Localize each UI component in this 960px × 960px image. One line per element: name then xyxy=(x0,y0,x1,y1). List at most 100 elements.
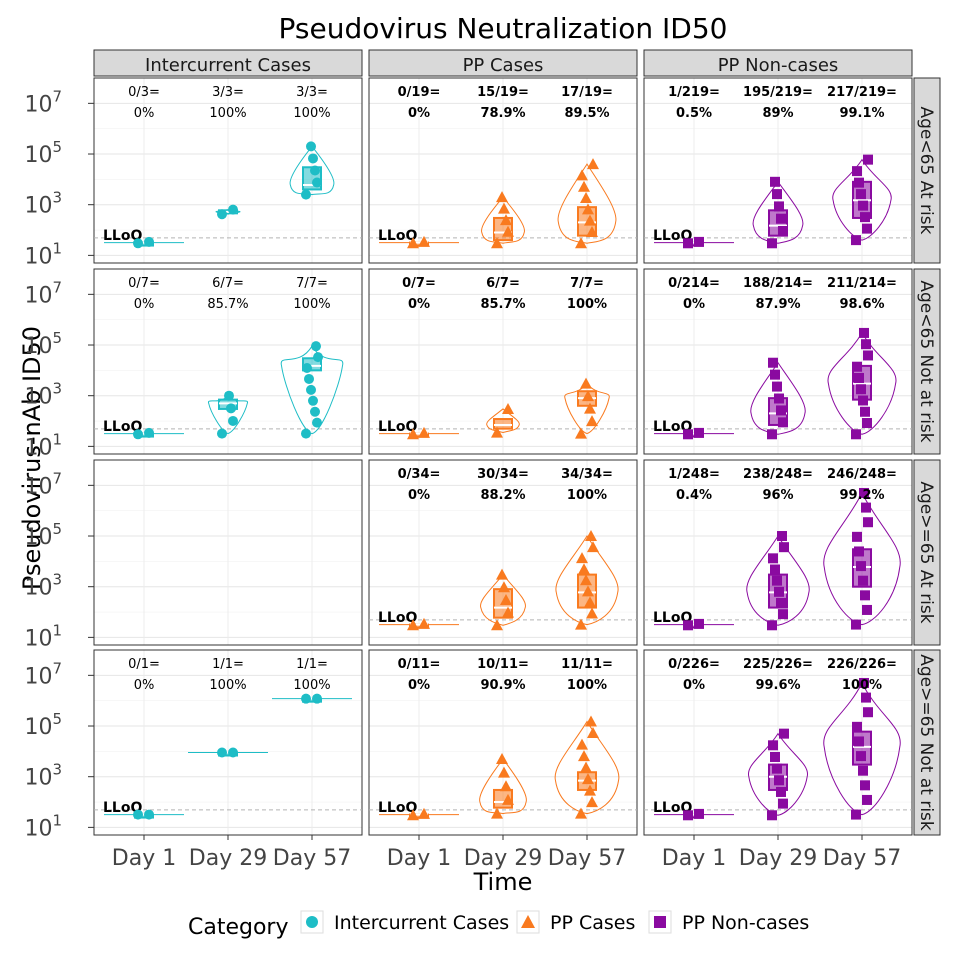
data-point xyxy=(491,807,503,819)
row-strip-label: Age<65 Not at risk xyxy=(916,280,936,442)
data-point xyxy=(144,427,154,438)
data-point xyxy=(578,180,590,192)
data-point xyxy=(496,191,508,203)
data-point xyxy=(776,597,786,608)
data-point xyxy=(767,620,777,631)
box xyxy=(493,418,513,430)
data-point xyxy=(856,751,866,762)
data-point xyxy=(311,341,321,352)
x-tick-label: Day 57 xyxy=(548,846,626,871)
y-tick-label: 103 xyxy=(24,189,62,219)
data-point xyxy=(861,339,871,350)
y-tick-label: 101 xyxy=(24,621,62,651)
data-point xyxy=(217,747,227,758)
violin-outline xyxy=(289,145,335,196)
x-tick-label: Day 57 xyxy=(273,846,351,871)
response-count: 1/1= xyxy=(212,657,244,672)
lloq-label: LLoQ xyxy=(378,419,417,435)
data-point xyxy=(854,372,864,383)
data-point xyxy=(582,203,594,215)
facet-panel: LLoQ 0/7= 0% 6/7= 85.7% 7/7= 100% xyxy=(93,268,363,455)
response-percent: 0% xyxy=(683,678,705,693)
response-percent: 99.2% xyxy=(839,488,884,503)
y-tick-label: 103 xyxy=(24,571,62,601)
data-point xyxy=(774,393,784,404)
data-point xyxy=(133,809,143,820)
y-axis-title: Pseudovirus-nAb ID50 xyxy=(18,326,46,590)
response-count: 3/3= xyxy=(296,85,328,100)
response-percent: 0% xyxy=(408,678,430,693)
response-count: 1/219= xyxy=(668,85,720,100)
response-percent: 0% xyxy=(134,297,155,312)
data-point xyxy=(228,204,238,215)
lloq-label: LLoQ xyxy=(103,228,142,244)
legend-triangle-marker xyxy=(521,915,535,928)
legend-label: Intercurrent Cases xyxy=(334,912,509,934)
data-point xyxy=(585,715,597,727)
response-count: 0/3= xyxy=(128,85,160,100)
response-count: 0/226= xyxy=(668,657,720,672)
y-tick-label: 101 xyxy=(24,430,62,460)
panel-border xyxy=(643,268,913,455)
response-count: 7/7= xyxy=(570,276,604,291)
response-count: 0/1= xyxy=(128,657,160,672)
response-percent: 98.6% xyxy=(839,297,884,312)
facet-panel: LLoQ 1/219= 0.5% 195/219= 89% 217/219= 99.1% xyxy=(643,77,913,264)
panel-border xyxy=(368,459,638,646)
data-point xyxy=(502,225,514,237)
response-percent: 87.9% xyxy=(755,297,800,312)
data-point xyxy=(502,402,514,414)
response-percent: 0% xyxy=(683,297,705,312)
data-point xyxy=(859,487,869,498)
response-count: 0/19= xyxy=(398,85,441,100)
row-strip-label: Age>=65 At risk xyxy=(916,481,936,623)
data-point xyxy=(863,517,873,528)
data-point xyxy=(776,786,786,797)
data-point xyxy=(302,363,312,374)
data-point xyxy=(310,406,320,417)
row-strip-label: Age>=65 Not at risk xyxy=(916,654,936,831)
response-count: 30/34= xyxy=(477,467,529,482)
data-point xyxy=(575,427,587,439)
data-point xyxy=(779,728,789,739)
data-point xyxy=(860,212,870,223)
data-point xyxy=(587,727,599,739)
data-point xyxy=(858,395,868,406)
response-count: 226/226= xyxy=(827,657,897,672)
data-point xyxy=(575,618,587,630)
response-count: 0/11= xyxy=(398,657,441,672)
data-point xyxy=(500,780,512,792)
panel-border xyxy=(93,77,363,264)
lloq-label: LLoQ xyxy=(653,800,692,816)
lloq-label: LLoQ xyxy=(653,228,692,244)
facet-panel xyxy=(93,459,363,646)
x-tick-label: Day 1 xyxy=(662,846,726,871)
response-count: 15/19= xyxy=(477,85,529,100)
data-point xyxy=(502,793,514,805)
data-point xyxy=(575,237,587,249)
response-percent: 0% xyxy=(408,297,430,312)
data-point xyxy=(498,202,510,214)
data-point xyxy=(407,809,419,821)
violin-outline xyxy=(823,491,901,626)
data-point xyxy=(856,561,866,572)
data-point xyxy=(770,751,780,762)
response-count: 1/1= xyxy=(296,657,328,672)
response-percent: 99.6% xyxy=(755,678,800,693)
response-percent: 85.7% xyxy=(207,297,248,312)
x-tick-label: Day 29 xyxy=(739,846,817,871)
row-strip xyxy=(913,77,941,264)
panel-border xyxy=(93,459,363,646)
data-point xyxy=(859,327,869,338)
violin-outline xyxy=(555,535,619,626)
violin-outline xyxy=(479,758,527,815)
data-point xyxy=(312,693,322,704)
column-strip-label: PP Non-cases xyxy=(718,55,839,76)
response-percent: 0% xyxy=(134,678,155,693)
data-point xyxy=(856,384,866,395)
data-point xyxy=(418,807,430,819)
data-point xyxy=(859,677,869,688)
x-axis-title: Time xyxy=(473,868,533,896)
data-point xyxy=(852,361,862,372)
